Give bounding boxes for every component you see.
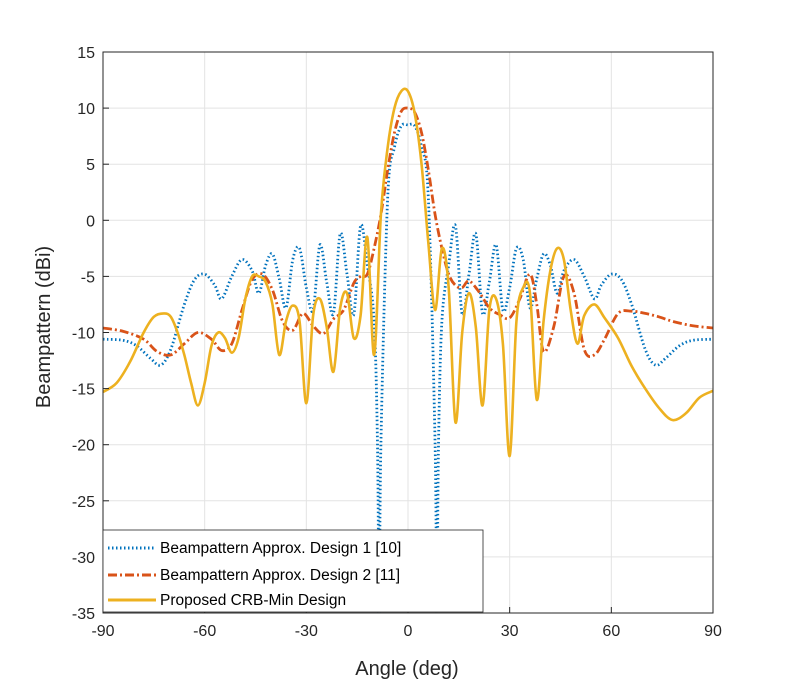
x-tick-label: -90 bbox=[91, 623, 114, 640]
y-tick-label: -5 bbox=[81, 269, 95, 286]
legend-item: Beampattern Approx. Design 1 [10] bbox=[108, 540, 401, 557]
series-layer bbox=[103, 87, 713, 613]
y-tick-label: -25 bbox=[72, 494, 95, 511]
y-tick-label: -20 bbox=[72, 438, 95, 455]
series-line-design2 bbox=[103, 106, 713, 359]
y-tick-label: 15 bbox=[77, 45, 95, 62]
y-tick-label: -30 bbox=[72, 550, 95, 567]
legend: Beampattern Approx. Design 1 [10] Beampa… bbox=[102, 529, 484, 613]
legend-label-design1: Beampattern Approx. Design 1 [10] bbox=[160, 540, 401, 557]
tick-labels: -90 -60 -30 0 30 60 90 15 10 5 0 -5 -10 -15 -20 -25 -30 -… bbox=[72, 45, 722, 640]
x-axis-title: Angle (deg) bbox=[355, 658, 458, 680]
legend-label-design2: Beampattern Approx. Design 2 [11] bbox=[160, 567, 400, 584]
x-tick-label: 90 bbox=[704, 623, 722, 640]
series-line-design1 bbox=[103, 122, 713, 613]
y-tick-label: 0 bbox=[86, 213, 95, 230]
legend-label-proposed: Proposed CRB-Min Design bbox=[160, 592, 346, 609]
y-tick-label: 10 bbox=[77, 101, 95, 118]
x-tick-label: 30 bbox=[501, 623, 519, 640]
legend-item: Beampattern Approx. Design 2 [11] bbox=[108, 567, 400, 584]
y-tick-label: -35 bbox=[72, 606, 95, 623]
legend-item: Proposed CRB-Min Design bbox=[108, 592, 346, 609]
y-axis-title: Beampattern (dBi) bbox=[33, 246, 55, 408]
x-tick-label: -30 bbox=[295, 623, 318, 640]
legend-box bbox=[102, 529, 484, 613]
series-line-proposed bbox=[103, 87, 713, 458]
y-tick-label: -15 bbox=[72, 382, 95, 399]
y-tick-label: -10 bbox=[72, 326, 95, 343]
x-tick-label: 0 bbox=[404, 623, 413, 640]
x-tick-label: 60 bbox=[602, 623, 620, 640]
x-tick-label: -60 bbox=[193, 623, 216, 640]
y-tick-label: 5 bbox=[86, 157, 95, 174]
